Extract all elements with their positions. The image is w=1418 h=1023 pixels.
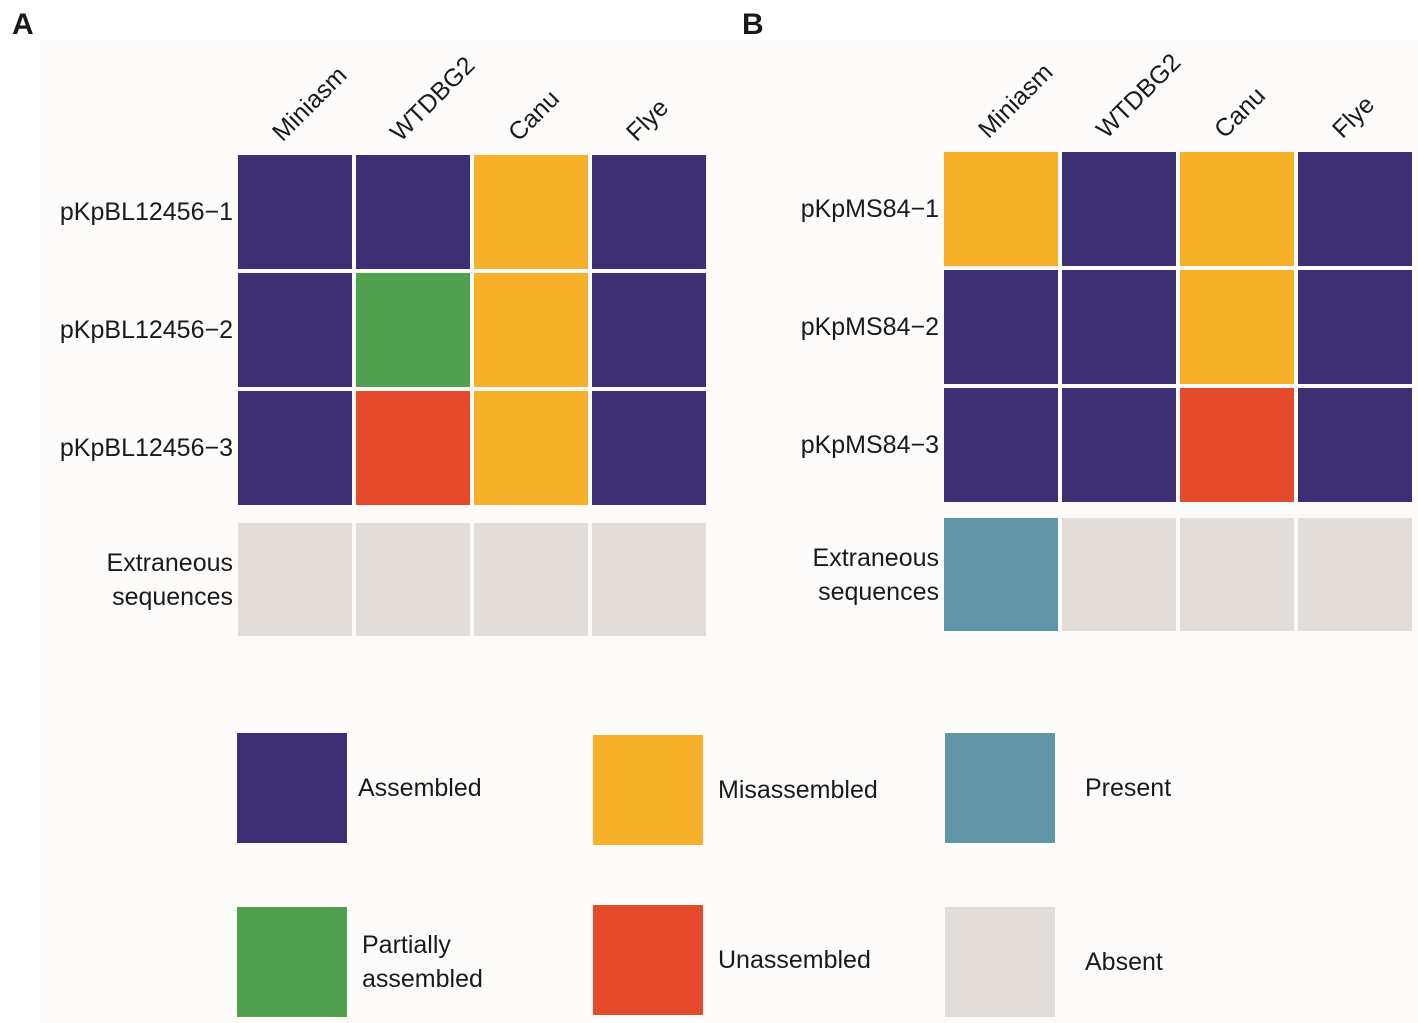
panel-a-row-label-2: pKpBL12456−2 xyxy=(59,316,233,344)
panel-b-cell-r2-canu xyxy=(1180,270,1294,384)
panel-b-cell-r1-wtdbg2 xyxy=(1062,152,1176,266)
panel-b-row-label-3: pKpMS84−3 xyxy=(800,431,939,459)
legend-label-assembled: Assembled xyxy=(358,774,482,802)
panel-b-letter: B xyxy=(742,8,764,41)
panel-b-cell-r2-wtdbg2 xyxy=(1062,270,1176,384)
panel-a-extraneous-cell-miniasm xyxy=(238,523,352,636)
legend-swatch-present xyxy=(945,733,1055,843)
legend-label-absent: Absent xyxy=(1085,948,1163,976)
panel-a-cell-r2-miniasm xyxy=(238,273,352,387)
panel-b-extraneous-cell-miniasm xyxy=(944,518,1058,631)
panel-a-cell-r3-miniasm xyxy=(238,391,352,505)
panel-a-extraneous-cell-canu xyxy=(474,523,588,636)
panel-b-cell-r2-flye xyxy=(1298,270,1412,384)
panel-b-extraneous-label-line2: sequences xyxy=(818,577,939,606)
panel-b-cell-r1-flye xyxy=(1298,152,1412,266)
legend-swatch-partially-assembled xyxy=(237,907,347,1017)
panel-a-cell-r3-flye xyxy=(592,391,706,505)
legend-label-partially-assembled-line1: Partially xyxy=(362,931,451,959)
panel-a-extraneous-label-line2: sequences xyxy=(112,582,233,611)
panel-b-extraneous-cell-flye xyxy=(1298,518,1412,631)
panel-a-cell-r2-canu xyxy=(474,273,588,387)
legend-label-partially-assembled-line2: assembled xyxy=(362,965,483,993)
panel-a-cell-r3-canu xyxy=(474,391,588,505)
panel-b-extraneous-label-line1: Extraneous xyxy=(812,543,939,572)
panel-a-extraneous-cell-flye xyxy=(592,523,706,636)
panel-a-extraneous-label-line1: Extraneous xyxy=(106,548,233,577)
panel-a-cell-r2-wtdbg2 xyxy=(356,273,470,387)
panel-b-cell-r1-canu xyxy=(1180,152,1294,266)
panel-b-cell-r3-canu xyxy=(1180,388,1294,502)
panel-b-extraneous-cell-wtdbg2 xyxy=(1062,518,1176,631)
legend-label-misassembled: Misassembled xyxy=(718,776,878,804)
panel-a-extraneous-cell-wtdbg2 xyxy=(356,523,470,636)
legend-swatch-unassembled xyxy=(593,905,703,1015)
panel-b-row-label-2: pKpMS84−2 xyxy=(800,313,939,341)
panel-a-cell-r1-flye xyxy=(592,155,706,269)
panel-a-cell-r1-wtdbg2 xyxy=(356,155,470,269)
panel-b-cell-r1-miniasm xyxy=(944,152,1058,266)
panel-a-cell-r3-wtdbg2 xyxy=(356,391,470,505)
panel-a-cell-r2-flye xyxy=(592,273,706,387)
legend-label-present: Present xyxy=(1085,774,1172,802)
panel-a-cell-r1-miniasm xyxy=(238,155,352,269)
panel-b-cell-r3-wtdbg2 xyxy=(1062,388,1176,502)
panel-b-extraneous-cell-canu xyxy=(1180,518,1294,631)
legend-swatch-assembled xyxy=(237,733,347,843)
panel-a-letter: A xyxy=(12,8,34,41)
panel-b-cell-r3-flye xyxy=(1298,388,1412,502)
panel-a-row-label-1: pKpBL12456−1 xyxy=(59,198,233,226)
panel-b-cell-r2-miniasm xyxy=(944,270,1058,384)
legend-swatch-absent xyxy=(945,907,1055,1017)
legend-swatch-misassembled xyxy=(593,735,703,845)
panel-b-cell-r3-miniasm xyxy=(944,388,1058,502)
legend-label-unassembled: Unassembled xyxy=(718,946,871,974)
panel-a-row-label-3: pKpBL12456−3 xyxy=(59,434,233,462)
panel-a-cell-r1-canu xyxy=(474,155,588,269)
panel-b-row-label-1: pKpMS84−1 xyxy=(800,195,939,223)
